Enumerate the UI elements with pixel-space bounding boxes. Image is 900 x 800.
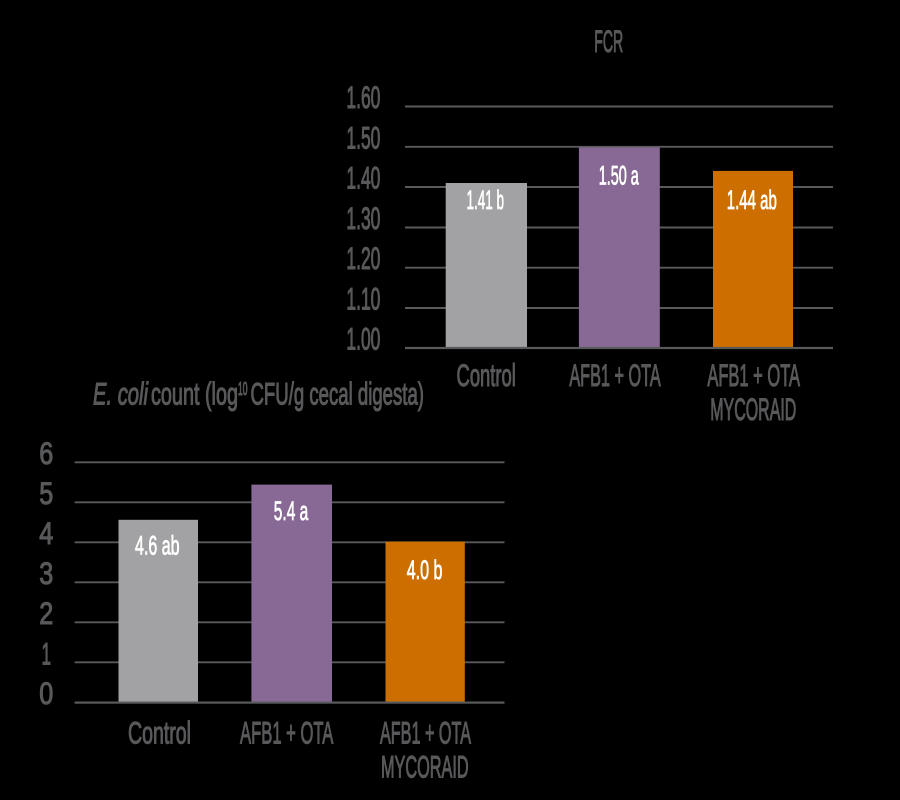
svg-text:1.30: 1.30 <box>346 200 380 236</box>
svg-text:1.20: 1.20 <box>346 240 380 276</box>
svg-text:1.44 ab: 1.44 ab <box>727 185 777 215</box>
svg-text:AFB1 + OTA: AFB1 + OTA <box>240 715 334 751</box>
svg-text:3: 3 <box>39 555 53 591</box>
svg-text:2: 2 <box>39 595 53 631</box>
svg-text:1: 1 <box>41 635 51 671</box>
svg-text:1.60: 1.60 <box>346 79 380 115</box>
svg-text:CFU/g cecal digesta): CFU/g cecal digesta) <box>251 376 425 412</box>
svg-text:10: 10 <box>238 379 248 399</box>
svg-text:E. coli: E. coli <box>93 376 149 412</box>
svg-text:1.41 b: 1.41 b <box>467 185 505 215</box>
svg-text:0: 0 <box>39 675 53 711</box>
svg-text:AFB1 + OTA: AFB1 + OTA <box>569 357 661 393</box>
svg-text:MYCORAID: MYCORAID <box>381 749 469 785</box>
svg-text:5: 5 <box>39 475 53 511</box>
svg-text:Control: Control <box>457 357 516 393</box>
svg-text:AFB1 + OTA: AFB1 + OTA <box>380 715 471 751</box>
svg-text:MYCORAID: MYCORAID <box>710 391 796 427</box>
svg-text:4.0 b: 4.0 b <box>407 555 443 585</box>
svg-text:count (log: count (log <box>151 376 238 412</box>
svg-text:FCR: FCR <box>594 23 623 59</box>
svg-text:1.50 a: 1.50 a <box>599 160 639 190</box>
svg-text:1.00: 1.00 <box>346 321 380 357</box>
svg-text:Control: Control <box>128 715 191 751</box>
svg-text:5.4 a: 5.4 a <box>274 496 308 526</box>
svg-text:AFB1 + OTA: AFB1 + OTA <box>707 357 800 393</box>
svg-text:4.6 ab: 4.6 ab <box>135 531 180 561</box>
svg-text:4: 4 <box>39 515 53 551</box>
svg-text:1.50: 1.50 <box>346 119 380 155</box>
svg-text:6: 6 <box>39 435 53 471</box>
svg-text:1.10: 1.10 <box>346 281 380 317</box>
svg-text:1.40: 1.40 <box>346 160 380 196</box>
